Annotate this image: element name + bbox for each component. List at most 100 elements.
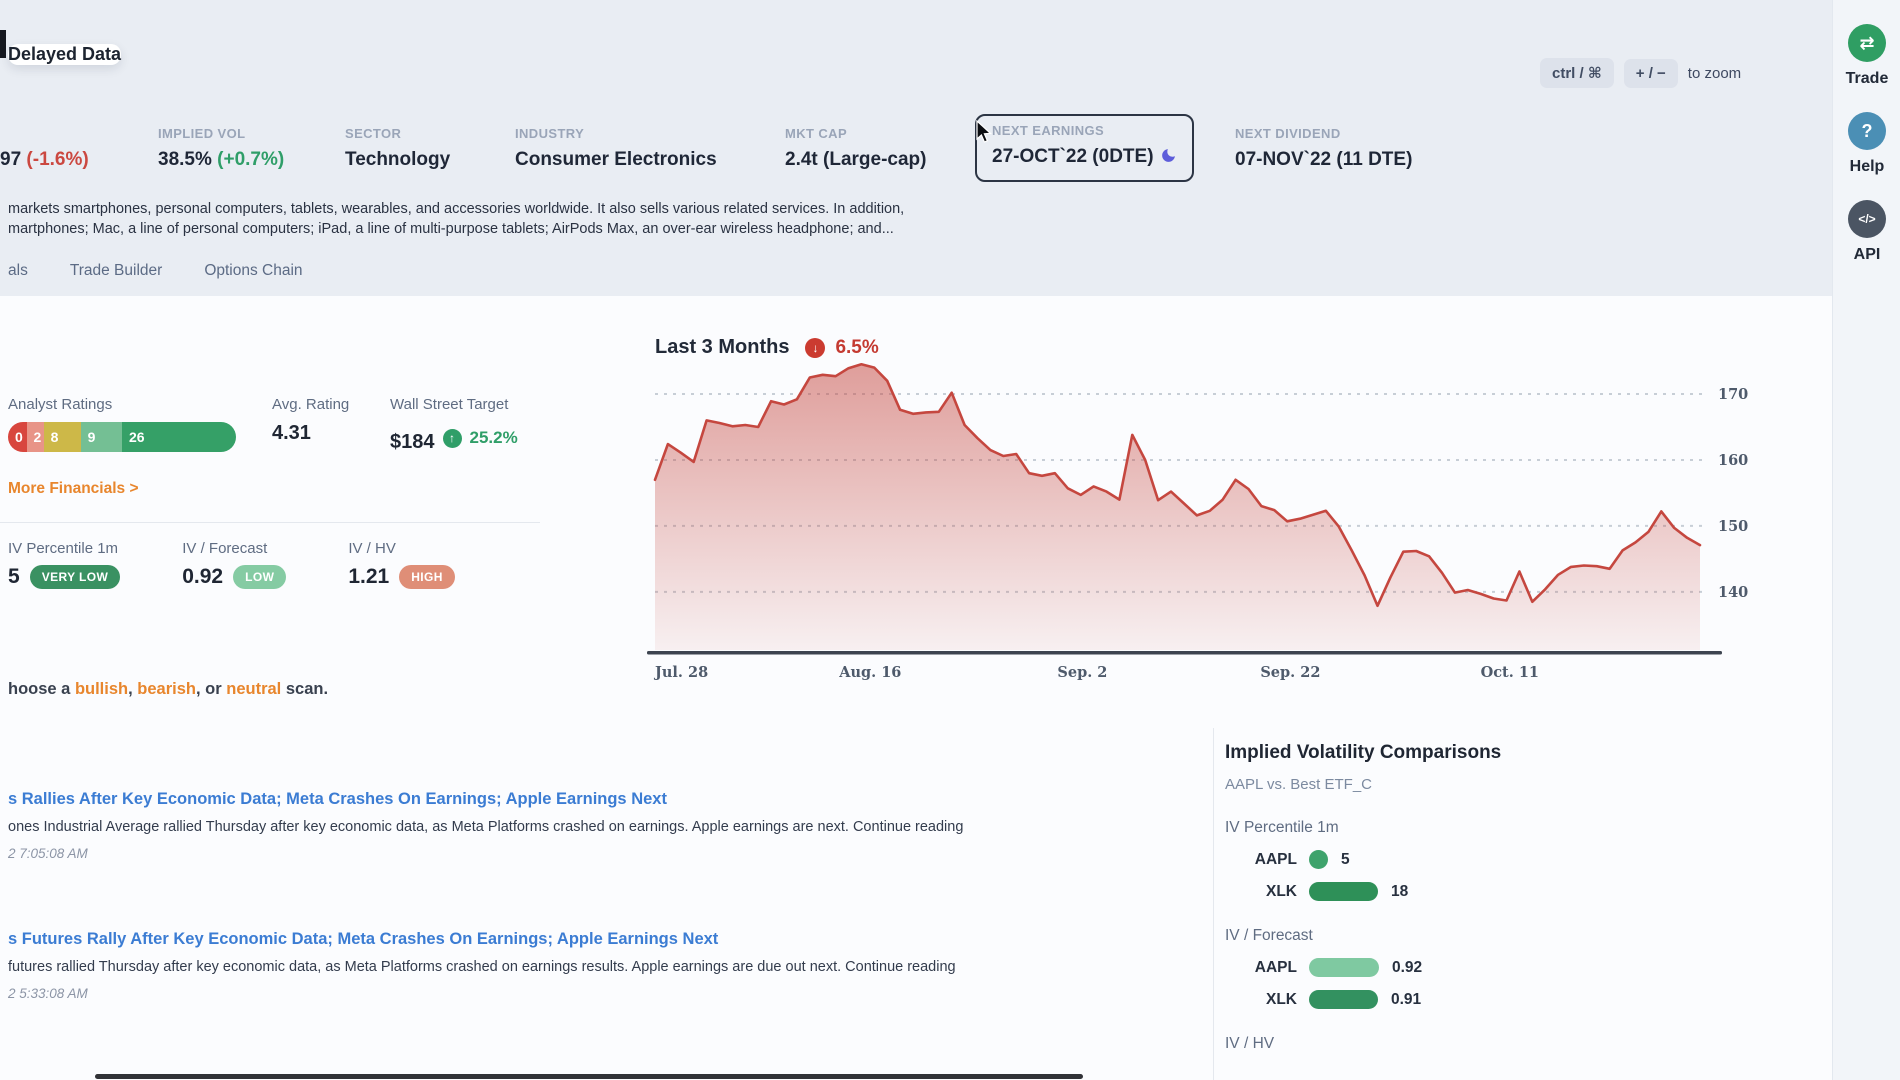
stat-implied-vol: IMPLIED VOL38.5% (+0.7%) xyxy=(158,126,284,171)
chart-change-percent: 6.5% xyxy=(835,337,878,359)
moon-icon xyxy=(1160,147,1177,170)
tab-options-chain[interactable]: Options Chain xyxy=(204,262,302,280)
iv-metrics: IV Percentile 1m5VERY LOWIV / Forecast0.… xyxy=(8,540,455,589)
news-item: s Rallies After Key Economic Data; Meta … xyxy=(8,790,1158,861)
rating-segment: 0 xyxy=(8,422,27,452)
news-timestamp: 2 7:05:08 AM xyxy=(8,846,1158,861)
stat-value: Consumer Electronics xyxy=(515,149,717,170)
rating-segment: 2 xyxy=(27,422,44,452)
ivc-row-aapl: AAPL 0.92 xyxy=(1225,958,1805,977)
sidebar-item-help[interactable]: ? Help xyxy=(1833,112,1900,176)
news-timestamp: 2 5:33:08 AM xyxy=(8,986,1158,1001)
svg-text:Aug. 16: Aug. 16 xyxy=(838,664,901,681)
rating-segment: 9 xyxy=(81,422,122,452)
iv-comparisons-panel: Implied Volatility Comparisons AAPL vs. … xyxy=(1225,742,1805,1053)
company-description-line2: martphones; Mac, a line of personal comp… xyxy=(8,220,1128,240)
ivc-ticker: XLK xyxy=(1225,991,1297,1009)
analyst-ratings-label: Analyst Ratings xyxy=(8,396,236,413)
company-description: markets smartphones, personal computers,… xyxy=(8,200,1128,239)
stat-next-dividend: NEXT DIVIDEND 07-NOV`22 (11 DTE) xyxy=(1235,126,1412,171)
wall-street-target-change: 25.2% xyxy=(470,428,518,448)
tab-als[interactable]: als xyxy=(8,262,28,280)
price-chart-panel: Last 3 Months ↓ 6.5% 140150160170Jul. 28… xyxy=(630,336,1790,706)
up-arrow-icon: ↑ xyxy=(443,429,462,448)
down-arrow-icon: ↓ xyxy=(805,338,825,358)
stat-value: 97 xyxy=(0,149,21,170)
stat-value: 07-NOV`22 (11 DTE) xyxy=(1235,149,1412,170)
news-headline[interactable]: s Rallies After Key Economic Data; Meta … xyxy=(8,790,1158,809)
kbd-ctrl-cmd: ctrl / ⌘ xyxy=(1540,58,1614,88)
avg-rating: Avg. Rating 4.31 xyxy=(272,396,349,445)
zoom-hint: ctrl / ⌘ + / − to zoom xyxy=(1540,58,1741,88)
scan-sep1: , xyxy=(128,680,137,698)
ivc-value-bar xyxy=(1309,990,1378,1009)
ivc-ticker: AAPL xyxy=(1225,851,1297,869)
stat-next-earnings[interactable]: NEXT EARNINGS 27-OCT`22 (0DTE) xyxy=(975,114,1194,182)
wall-street-target-value: $184 xyxy=(390,431,435,454)
rating-segment: 8 xyxy=(44,422,81,452)
divider xyxy=(0,522,540,523)
ivc-value: 0.92 xyxy=(1392,959,1422,977)
ivc-value-bar xyxy=(1309,850,1328,869)
metric-badge: VERY LOW xyxy=(30,565,121,589)
ivc-ticker: AAPL xyxy=(1225,959,1297,977)
svg-text:Sep. 2: Sep. 2 xyxy=(1057,664,1107,681)
stat-change: (+0.7%) xyxy=(217,149,284,170)
divider-vertical xyxy=(1213,728,1214,1080)
metric-label: IV / HV xyxy=(348,540,454,557)
stat-label: SECTOR xyxy=(345,126,450,144)
stat-value: 27-OCT`22 (0DTE) xyxy=(992,146,1154,167)
metric-value: 5 xyxy=(8,565,20,589)
scan-link-bullish[interactable]: bullish xyxy=(75,680,128,698)
sidebar-item-trade[interactable]: ⇄Trade xyxy=(1833,24,1900,88)
scan-link-bearish[interactable]: bearish xyxy=(137,680,196,698)
metric-iv-hv: IV / HV1.21HIGH xyxy=(348,540,454,589)
news-headline[interactable]: s Futures Rally After Key Economic Data;… xyxy=(8,930,1158,949)
ivc-value-bar xyxy=(1309,882,1378,901)
right-sidebar: ⇄Trade? Help </>API xyxy=(1832,0,1900,1080)
stat-label: NEXT DIVIDEND xyxy=(1235,126,1412,144)
avg-rating-value: 4.31 xyxy=(272,422,349,445)
metric-iv-percentile-1m: IV Percentile 1m5VERY LOW xyxy=(8,540,120,589)
wall-street-target: Wall Street Target $184 ↑ 25.2% xyxy=(390,396,518,454)
avg-rating-label: Avg. Rating xyxy=(272,396,349,413)
stat-label: NEXT EARNINGS xyxy=(992,123,1177,141)
analyst-ratings: Analyst Ratings 028926 xyxy=(8,396,236,452)
sidebar-item-label: Trade xyxy=(1846,70,1889,88)
tab-trade-builder[interactable]: Trade Builder xyxy=(70,262,162,280)
more-financials-link[interactable]: More Financials > xyxy=(8,480,139,498)
ivc-row-aapl: AAPL 5 xyxy=(1225,850,1805,869)
price-chart-svg: 140150160170Jul. 28Aug. 16Sep. 2Sep. 22O… xyxy=(630,359,1790,701)
scan-sep2: , or xyxy=(196,680,226,698)
svg-text:Oct. 11: Oct. 11 xyxy=(1481,664,1539,681)
zoom-hint-text: to zoom xyxy=(1688,65,1741,82)
metric-value: 0.92 xyxy=(182,565,223,589)
horizontal-scrollbar-thumb[interactable] xyxy=(95,1074,1083,1079)
question-icon: ? xyxy=(1848,112,1886,150)
rating-segment: 26 xyxy=(122,422,236,452)
ivc-value: 5 xyxy=(1341,851,1350,869)
company-description-line1: markets smartphones, personal computers,… xyxy=(8,200,1128,220)
scan-prefix: hoose a xyxy=(8,680,75,698)
ivc-value-bar xyxy=(1309,958,1379,977)
metric-badge: LOW xyxy=(233,565,286,589)
scan-suffix: scan. xyxy=(281,680,328,698)
ivc-ticker: XLK xyxy=(1225,883,1297,901)
ivc-value: 18 xyxy=(1391,883,1408,901)
scan-sentence: hoose a bullish, bearish, or neutral sca… xyxy=(8,680,328,699)
sidebar-item-api[interactable]: </>API xyxy=(1833,200,1900,264)
analyst-ratings-bar: 028926 xyxy=(8,422,236,452)
sidebar-item-label: Help xyxy=(1850,158,1885,176)
metric-badge: HIGH xyxy=(399,565,455,589)
scan-link-neutral[interactable]: neutral xyxy=(226,680,281,698)
svg-text:140: 140 xyxy=(1718,584,1748,601)
stat-label: IMPLIED VOL xyxy=(158,126,284,144)
stat-change: (-1.6%) xyxy=(26,149,88,170)
metric-label: IV / Forecast xyxy=(182,540,286,557)
clipped-logo-fragment xyxy=(0,30,6,58)
chart-title: Last 3 Months xyxy=(655,336,789,359)
stat-label xyxy=(0,126,89,144)
stats-row: 97 (-1.6%) IMPLIED VOL38.5% (+0.7%) SECTOR… xyxy=(0,126,1830,196)
stat-mkt-cap: MKT CAP2.4t (Large-cap) xyxy=(785,126,926,171)
sidebar-item-label: API xyxy=(1854,246,1881,264)
